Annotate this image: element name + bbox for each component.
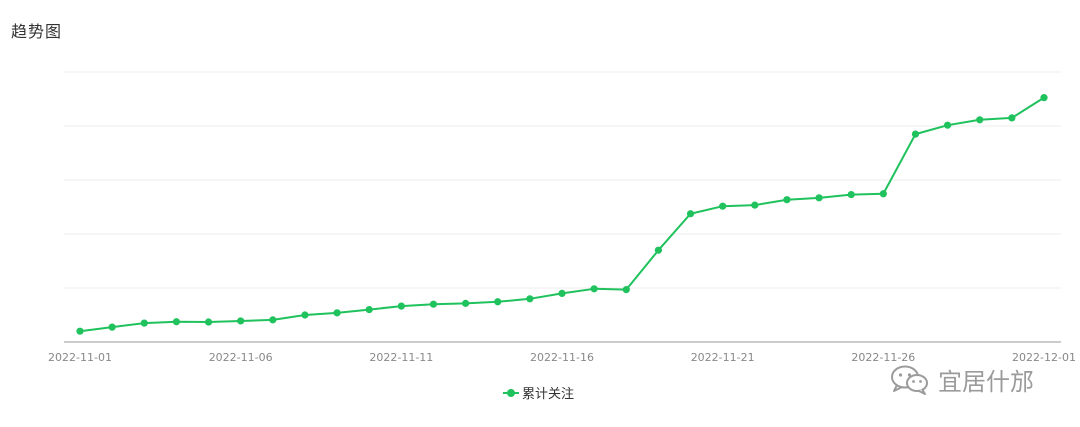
grid-lines bbox=[64, 71, 1061, 289]
data-point[interactable] bbox=[494, 298, 502, 306]
data-point[interactable] bbox=[333, 309, 341, 317]
data-point[interactable] bbox=[1040, 94, 1048, 102]
chart-title: 趋势图 bbox=[11, 22, 63, 41]
data-point[interactable] bbox=[429, 300, 438, 308]
legend-label: 累计关注 bbox=[522, 387, 575, 402]
data-point[interactable] bbox=[462, 299, 470, 307]
data-point[interactable] bbox=[172, 318, 180, 326]
data-point[interactable] bbox=[76, 327, 84, 335]
data-point[interactable] bbox=[140, 319, 148, 327]
x-tick-label: 2022-11-06 bbox=[209, 351, 273, 364]
data-point[interactable] bbox=[108, 323, 116, 331]
data-point[interactable] bbox=[558, 289, 566, 297]
data-point[interactable] bbox=[815, 194, 823, 202]
data-point[interactable] bbox=[654, 246, 663, 254]
data-point[interactable] bbox=[590, 285, 598, 293]
data-point[interactable] bbox=[269, 316, 277, 324]
data-point[interactable] bbox=[879, 190, 887, 198]
data-point[interactable] bbox=[944, 121, 952, 129]
data-point[interactable] bbox=[783, 196, 791, 204]
x-tick-label: 2022-11-26 bbox=[851, 351, 915, 364]
data-point[interactable] bbox=[976, 116, 984, 124]
series-points bbox=[76, 94, 1048, 335]
data-point[interactable] bbox=[751, 201, 759, 209]
x-tick-label: 2022-11-11 bbox=[369, 351, 433, 364]
data-point[interactable] bbox=[365, 306, 373, 314]
x-tick-label: 2022-12-01 bbox=[1012, 351, 1076, 364]
data-point[interactable] bbox=[847, 190, 855, 199]
wechat-icon bbox=[891, 365, 928, 395]
data-point[interactable] bbox=[719, 202, 727, 210]
x-tick-label: 2022-11-16 bbox=[530, 351, 594, 364]
legend[interactable]: 累计关注 bbox=[503, 383, 574, 402]
data-point[interactable] bbox=[526, 295, 534, 303]
watermark-text: 宜居什邡 bbox=[938, 368, 1034, 396]
data-point[interactable] bbox=[622, 286, 630, 294]
x-tick-label: 2022-11-21 bbox=[691, 351, 755, 364]
data-point[interactable] bbox=[397, 302, 405, 310]
data-point[interactable] bbox=[237, 317, 245, 325]
legend-marker-icon bbox=[503, 388, 519, 398]
data-point[interactable] bbox=[204, 318, 213, 326]
data-point[interactable] bbox=[1008, 114, 1016, 122]
x-tick-labels: 2022-11-01 2022-11-06 2022-11-11 2022-11-16… bbox=[48, 351, 1076, 364]
data-point[interactable] bbox=[686, 210, 695, 218]
data-point[interactable] bbox=[911, 130, 920, 138]
watermark: 宜居什邡 bbox=[890, 362, 1034, 397]
data-point[interactable] bbox=[301, 311, 309, 319]
x-tick-label: 2022-11-01 bbox=[48, 351, 112, 364]
